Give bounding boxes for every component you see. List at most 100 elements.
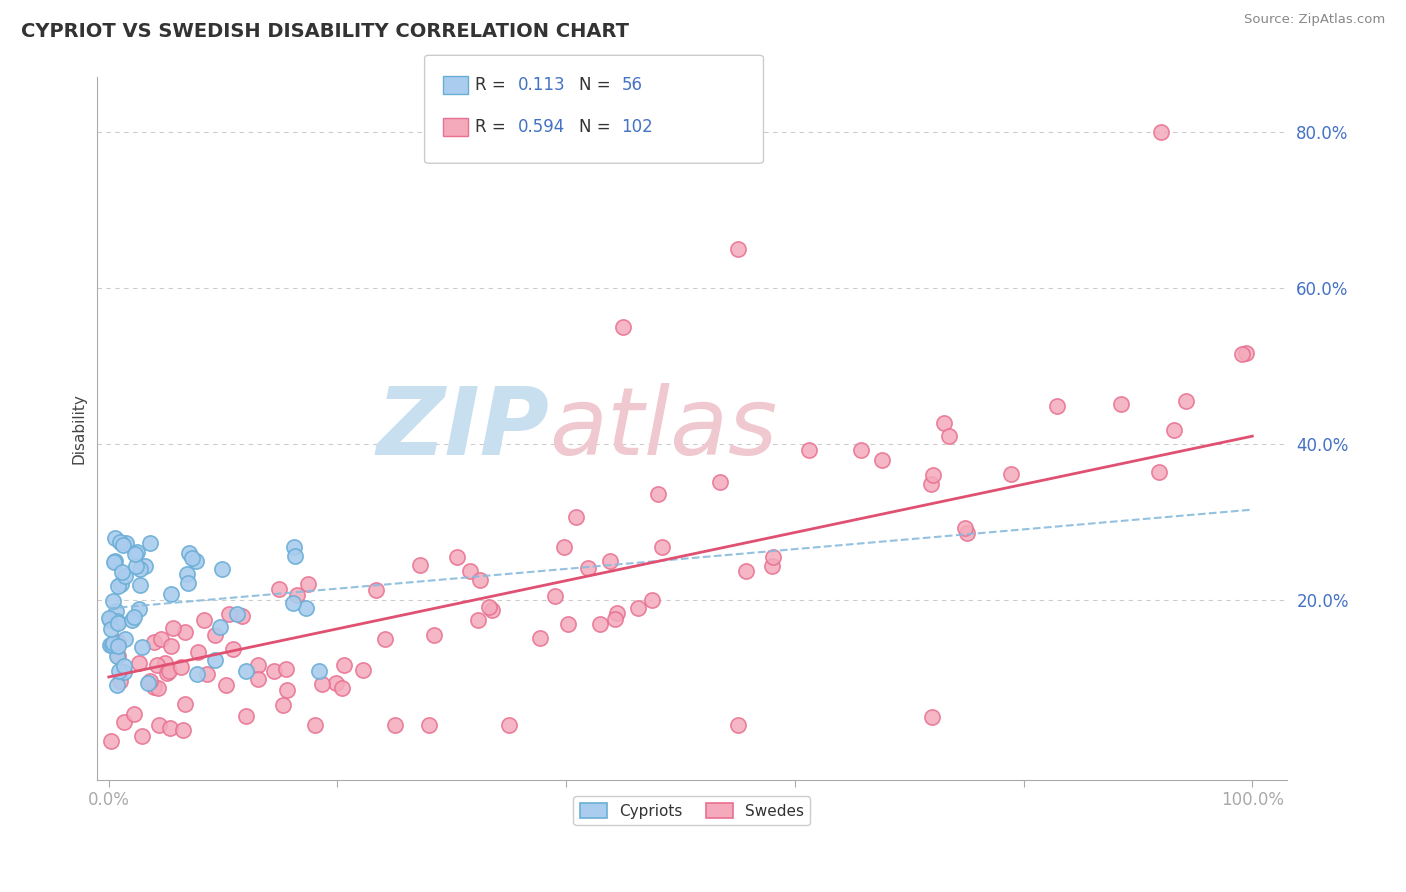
Point — [124, 548, 146, 562]
Point — [308, 664, 330, 678]
Point — [218, 607, 240, 621]
Point — [478, 600, 501, 615]
Text: Source: ZipAtlas.com: Source: ZipAtlas.com — [1244, 13, 1385, 27]
Point — [112, 665, 135, 679]
Point — [100, 733, 122, 747]
Point — [174, 697, 197, 711]
Point — [128, 578, 150, 592]
Point — [131, 729, 153, 743]
Point — [325, 676, 347, 690]
Point — [921, 710, 943, 724]
Point — [122, 706, 145, 721]
Point — [932, 416, 955, 430]
Text: ZIP: ZIP — [377, 383, 550, 475]
Point — [231, 609, 253, 624]
Point — [173, 625, 195, 640]
Point — [108, 673, 131, 688]
Point — [1149, 465, 1171, 479]
Point — [468, 573, 491, 587]
Point — [128, 656, 150, 670]
Point — [114, 569, 136, 583]
Point — [226, 607, 249, 621]
Point — [159, 721, 181, 735]
Point — [283, 596, 305, 610]
Point — [114, 632, 136, 646]
Text: 0.113: 0.113 — [517, 76, 565, 94]
Point — [139, 674, 162, 689]
Point — [1109, 397, 1132, 411]
Point — [136, 676, 159, 690]
Point — [294, 601, 316, 615]
Point — [467, 613, 489, 627]
Point — [920, 477, 942, 491]
Point — [1234, 346, 1257, 360]
Point — [104, 554, 127, 568]
Text: R =: R = — [475, 76, 512, 94]
Text: 102: 102 — [621, 118, 654, 136]
Point — [101, 638, 124, 652]
Point — [271, 698, 294, 712]
Point — [332, 657, 354, 672]
Point — [297, 576, 319, 591]
Text: N =: N = — [579, 76, 616, 94]
Point — [149, 632, 172, 647]
Point — [276, 682, 298, 697]
Point — [111, 538, 134, 552]
Point — [105, 678, 128, 692]
Point — [107, 615, 129, 630]
Point — [364, 582, 387, 597]
Point — [727, 242, 749, 256]
Point — [849, 442, 872, 457]
Point — [384, 718, 406, 732]
Point — [110, 535, 132, 549]
Point — [170, 660, 193, 674]
Point — [599, 554, 621, 568]
Point — [146, 658, 169, 673]
Point — [418, 718, 440, 732]
Point — [423, 627, 446, 641]
Point — [797, 442, 820, 457]
Legend: Cypriots, Swedes: Cypriots, Swedes — [574, 797, 810, 824]
Point — [128, 602, 150, 616]
Point — [211, 561, 233, 575]
Point — [193, 613, 215, 627]
Point — [576, 561, 599, 575]
Point — [263, 665, 285, 679]
Point — [606, 606, 628, 620]
Y-axis label: Disability: Disability — [72, 393, 86, 464]
Point — [285, 588, 308, 602]
Point — [105, 614, 128, 628]
Point — [103, 594, 125, 608]
Point — [761, 558, 783, 573]
Point — [235, 664, 257, 678]
Point — [222, 642, 245, 657]
Point — [557, 616, 579, 631]
Point — [283, 540, 305, 554]
Point — [110, 577, 132, 591]
Point — [734, 564, 756, 578]
Point — [181, 551, 204, 566]
Point — [153, 656, 176, 670]
Point — [1163, 423, 1185, 437]
Point — [588, 616, 610, 631]
Point — [146, 681, 169, 695]
Point — [103, 555, 125, 569]
Point — [184, 553, 207, 567]
Point — [98, 611, 121, 625]
Point — [177, 575, 200, 590]
Text: atlas: atlas — [550, 383, 778, 474]
Point — [176, 566, 198, 581]
Point — [187, 645, 209, 659]
Point — [157, 664, 180, 678]
Point — [446, 549, 468, 564]
Point — [111, 565, 134, 579]
Point — [98, 613, 121, 627]
Point — [125, 559, 148, 574]
Point — [627, 600, 650, 615]
Point — [107, 635, 129, 649]
Point — [612, 320, 634, 334]
Point — [1000, 467, 1022, 481]
Point — [553, 540, 575, 554]
Point — [498, 718, 520, 732]
Point — [332, 681, 354, 696]
